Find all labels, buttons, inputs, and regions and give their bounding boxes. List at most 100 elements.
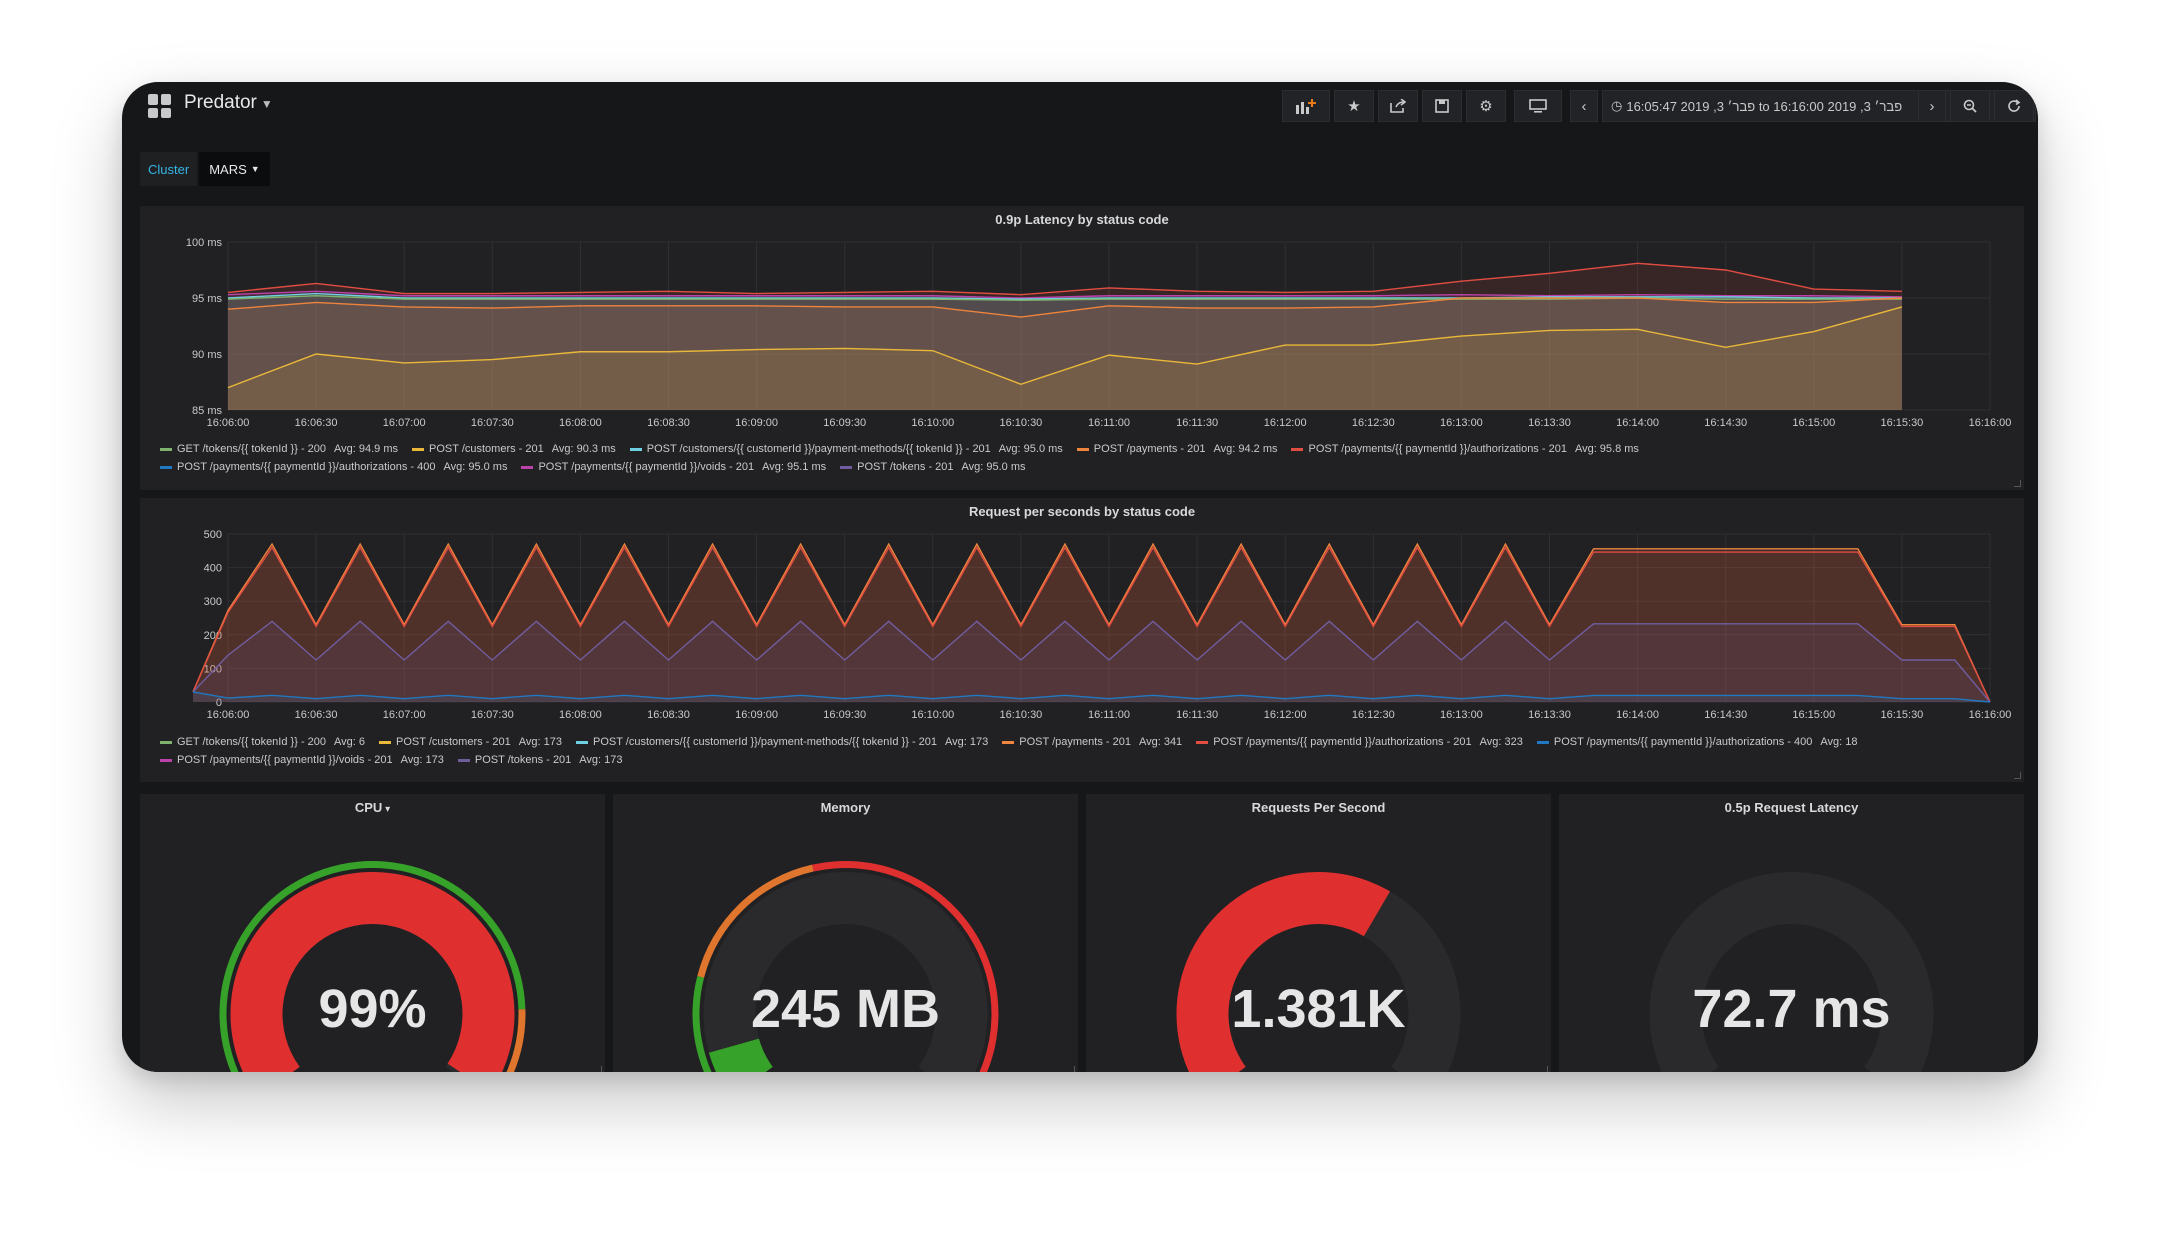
legend-swatch xyxy=(160,465,172,469)
legend-item[interactable]: GET /tokens/{{ tokenId }} - 200 Avg: 94.9… xyxy=(160,443,398,455)
legend-series-name: POST /payments/{{ paymentId }}/authoriza… xyxy=(1213,736,1472,748)
x-tick-label: 16:13:30 xyxy=(1528,709,1571,721)
gauge-title: CPU xyxy=(354,800,383,815)
x-tick-label: 16:07:00 xyxy=(383,709,426,721)
series-line[interactable] xyxy=(227,292,1902,300)
dashboard-picker[interactable]: Predator ▼ xyxy=(184,92,273,114)
x-tick-label: 16:10:00 xyxy=(911,709,954,721)
legend-avg: Avg: 18 xyxy=(1820,736,1858,748)
series-area xyxy=(228,306,1902,410)
series-line[interactable] xyxy=(192,546,1991,703)
settings-icon: ⚙ xyxy=(1479,98,1493,115)
legend-avg: Avg: 94.2 ms xyxy=(1213,443,1278,455)
panel-title[interactable]: Memory xyxy=(613,800,1078,815)
resize-handle[interactable] xyxy=(595,1066,602,1072)
legend-row: GET /tokens/{{ tokenId }} - 200 Avg: 6 POS… xyxy=(160,733,1871,751)
legend-avg: Avg: 6 xyxy=(334,736,366,748)
grid-icon[interactable] xyxy=(148,94,172,118)
gauge-chart[interactable] xyxy=(140,794,605,1072)
x-tick-label: 16:09:30 xyxy=(823,709,866,721)
series-line[interactable] xyxy=(227,306,1903,389)
save-button[interactable] xyxy=(1422,90,1462,122)
y-tick-label: 90 ms xyxy=(192,349,222,361)
y-tick-label: 0 xyxy=(216,697,222,709)
x-tick-label: 16:14:00 xyxy=(1616,709,1659,721)
resize-handle[interactable] xyxy=(2014,480,2021,487)
gauge-value: 1.381K xyxy=(1231,979,1406,1039)
resize-handle[interactable] xyxy=(1068,1066,1075,1072)
legend-item[interactable]: POST /customers - 201 Avg: 90.3 ms xyxy=(412,443,616,455)
rps-chart[interactable]: 16:06:00 16:06:30 16:07:00 16:07:30 16:08:00… xyxy=(140,498,2024,782)
resize-handle[interactable] xyxy=(2014,772,2021,779)
panel-title[interactable]: 0.9p Latency by status code xyxy=(995,212,1169,227)
panel-title[interactable]: Request per seconds by status code xyxy=(968,504,1196,519)
latency-legend: GET /tokens/{{ tokenId }} - 200 Avg: 94.9… xyxy=(160,440,1653,476)
legend-row: POST /payments/{{ paymentId }}/voids - 2… xyxy=(160,751,1871,769)
legend-row: GET /tokens/{{ tokenId }} - 200 Avg: 94.9… xyxy=(160,440,1653,458)
legend-item[interactable]: POST /payments - 201 Avg: 94.2 ms xyxy=(1076,443,1278,455)
series-line[interactable] xyxy=(192,620,1991,703)
x-tick-label: 16:12:00 xyxy=(1264,709,1307,721)
gauge-title: Requests Per Second xyxy=(1251,800,1386,815)
add-panel-icon xyxy=(1296,99,1316,114)
legend-item[interactable]: GET /tokens/{{ tokenId }} - 200 Avg: 6 xyxy=(160,736,365,748)
legend-item[interactable]: POST /payments/{{ paymentId }}/voids - 2… xyxy=(160,754,444,766)
x-tick-label: 16:14:00 xyxy=(1616,417,1659,429)
add-panel-button[interactable] xyxy=(1282,90,1330,122)
legend-item[interactable]: POST /payments/{{ paymentId }}/authoriza… xyxy=(1196,736,1523,748)
time-forward-button[interactable]: › xyxy=(1918,90,1946,122)
x-tick-label: 16:09:00 xyxy=(735,417,778,429)
resize-handle[interactable] xyxy=(1541,1066,1548,1072)
share-button[interactable] xyxy=(1378,90,1418,122)
latency-chart[interactable]: 16:06:00 16:06:30 16:07:00 16:07:30 16:08:00… xyxy=(140,206,2024,490)
legend-item[interactable]: POST /customers/{{ customerId }}/payment… xyxy=(575,736,988,748)
star-button[interactable]: ★ xyxy=(1334,90,1374,122)
gauge-chart[interactable] xyxy=(613,794,1078,1072)
legend-item[interactable]: POST /payments/{{ paymentId }}/authoriza… xyxy=(1536,736,1858,748)
save-icon xyxy=(1435,99,1449,113)
series-line[interactable] xyxy=(227,290,1902,299)
legend-series-name: POST /payments/{{ paymentId }}/authoriza… xyxy=(177,461,436,473)
panel-title[interactable]: CPU ▾ xyxy=(140,800,605,815)
gauge-panel: Requests Per Second 1.381K xyxy=(1086,794,1551,1072)
series-line[interactable] xyxy=(192,691,1991,703)
share-icon xyxy=(1390,99,1406,113)
zoom-out-button[interactable] xyxy=(1950,90,1990,122)
tv-icon xyxy=(1529,99,1547,113)
gauge-panel: 0.5p Request Latency 72.7 ms xyxy=(1559,794,2024,1072)
legend-item[interactable]: POST /tokens - 201 Avg: 95.0 ms xyxy=(840,461,1026,473)
cluster-variable-select[interactable]: MARS ▼ xyxy=(199,152,270,186)
series-line[interactable] xyxy=(192,542,1991,703)
panel-title[interactable]: Requests Per Second xyxy=(1086,800,1551,815)
gauge-chart[interactable] xyxy=(1559,794,2024,1072)
legend-item[interactable]: POST /payments/{{ paymentId }}/authoriza… xyxy=(1291,443,1639,455)
legend-item[interactable]: POST /payments/{{ paymentId }}/authoriza… xyxy=(160,461,507,473)
time-back-button[interactable]: ‹ xyxy=(1570,90,1598,122)
legend-item[interactable]: POST /customers/{{ customerId }}/payment… xyxy=(629,443,1063,455)
gauge-chart[interactable] xyxy=(1086,794,1551,1072)
legend-swatch xyxy=(840,465,853,469)
caret-down-icon: ▾ xyxy=(382,804,391,815)
refresh-button[interactable] xyxy=(1994,90,2034,122)
legend-swatch xyxy=(412,447,425,451)
rps-panel: Request per seconds by status code 16:06… xyxy=(140,498,2024,782)
x-tick-label: 16:06:00 xyxy=(207,417,250,429)
series-line[interactable] xyxy=(227,297,1902,318)
legend-series-name: POST /payments/{{ paymentId }}/voids - 2… xyxy=(177,754,393,766)
legend-series-name: POST /payments/{{ paymentId }}/voids - 2… xyxy=(538,461,755,473)
x-tick-label: 16:12:30 xyxy=(1352,709,1395,721)
settings-button[interactable]: ⚙ xyxy=(1466,90,1506,122)
panel-title[interactable]: 0.5p Request Latency xyxy=(1559,800,2024,815)
resize-handle[interactable] xyxy=(2014,1066,2021,1072)
legend-item[interactable]: POST /payments/{{ paymentId }}/voids - 2… xyxy=(521,461,826,473)
gauge-panel: Memory 245 MB xyxy=(613,794,1078,1072)
x-tick-label: 16:13:00 xyxy=(1440,709,1483,721)
legend-series-name: POST /tokens - 201 xyxy=(474,754,572,766)
legend-item[interactable]: POST /payments - 201 Avg: 341 xyxy=(1002,736,1182,748)
gauge-panel: CPU ▾ 99% xyxy=(140,794,605,1072)
legend-item[interactable]: POST /tokens - 201 Avg: 173 xyxy=(457,754,623,766)
x-tick-label: 16:06:30 xyxy=(295,709,338,721)
legend-item[interactable]: POST /customers - 201 Avg: 173 xyxy=(379,736,562,748)
series-line[interactable] xyxy=(227,262,1902,296)
tv-mode-button[interactable] xyxy=(1514,90,1562,122)
